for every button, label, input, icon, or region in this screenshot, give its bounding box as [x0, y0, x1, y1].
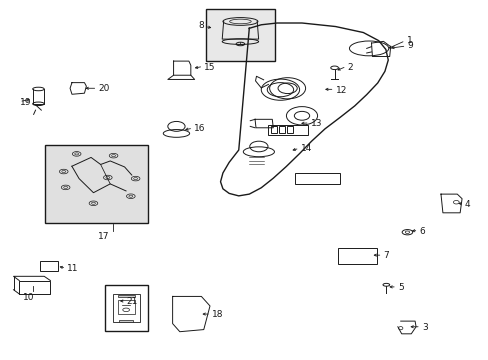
- Text: 9: 9: [407, 41, 412, 50]
- Text: 2: 2: [347, 63, 352, 72]
- Bar: [267, 125, 307, 135]
- Text: 20: 20: [98, 85, 109, 94]
- Bar: [117, 300, 135, 314]
- Text: 21: 21: [126, 297, 138, 306]
- Text: 10: 10: [23, 293, 35, 302]
- Bar: [117, 294, 135, 297]
- Bar: [104, 285, 147, 331]
- Bar: [119, 320, 133, 322]
- Bar: [270, 126, 276, 134]
- Text: 8: 8: [198, 21, 203, 30]
- Text: 7: 7: [383, 251, 388, 260]
- Bar: [206, 9, 274, 61]
- Text: 13: 13: [310, 119, 322, 128]
- Text: 15: 15: [204, 63, 215, 72]
- Text: 14: 14: [300, 144, 311, 153]
- Bar: [338, 248, 376, 264]
- Bar: [294, 173, 340, 184]
- Text: 18: 18: [211, 310, 223, 319]
- Bar: [44, 145, 147, 223]
- Text: 1: 1: [406, 36, 411, 45]
- Text: 12: 12: [335, 86, 346, 95]
- Text: 11: 11: [67, 264, 79, 273]
- Bar: [112, 294, 139, 322]
- Text: 16: 16: [194, 124, 205, 133]
- Bar: [279, 126, 284, 134]
- Text: 4: 4: [464, 200, 469, 209]
- Text: 6: 6: [419, 227, 424, 236]
- Bar: [41, 261, 58, 271]
- Text: 19: 19: [20, 98, 32, 107]
- Bar: [286, 126, 292, 134]
- Text: 3: 3: [421, 323, 427, 332]
- Text: 5: 5: [397, 283, 403, 292]
- Text: 17: 17: [98, 232, 110, 241]
